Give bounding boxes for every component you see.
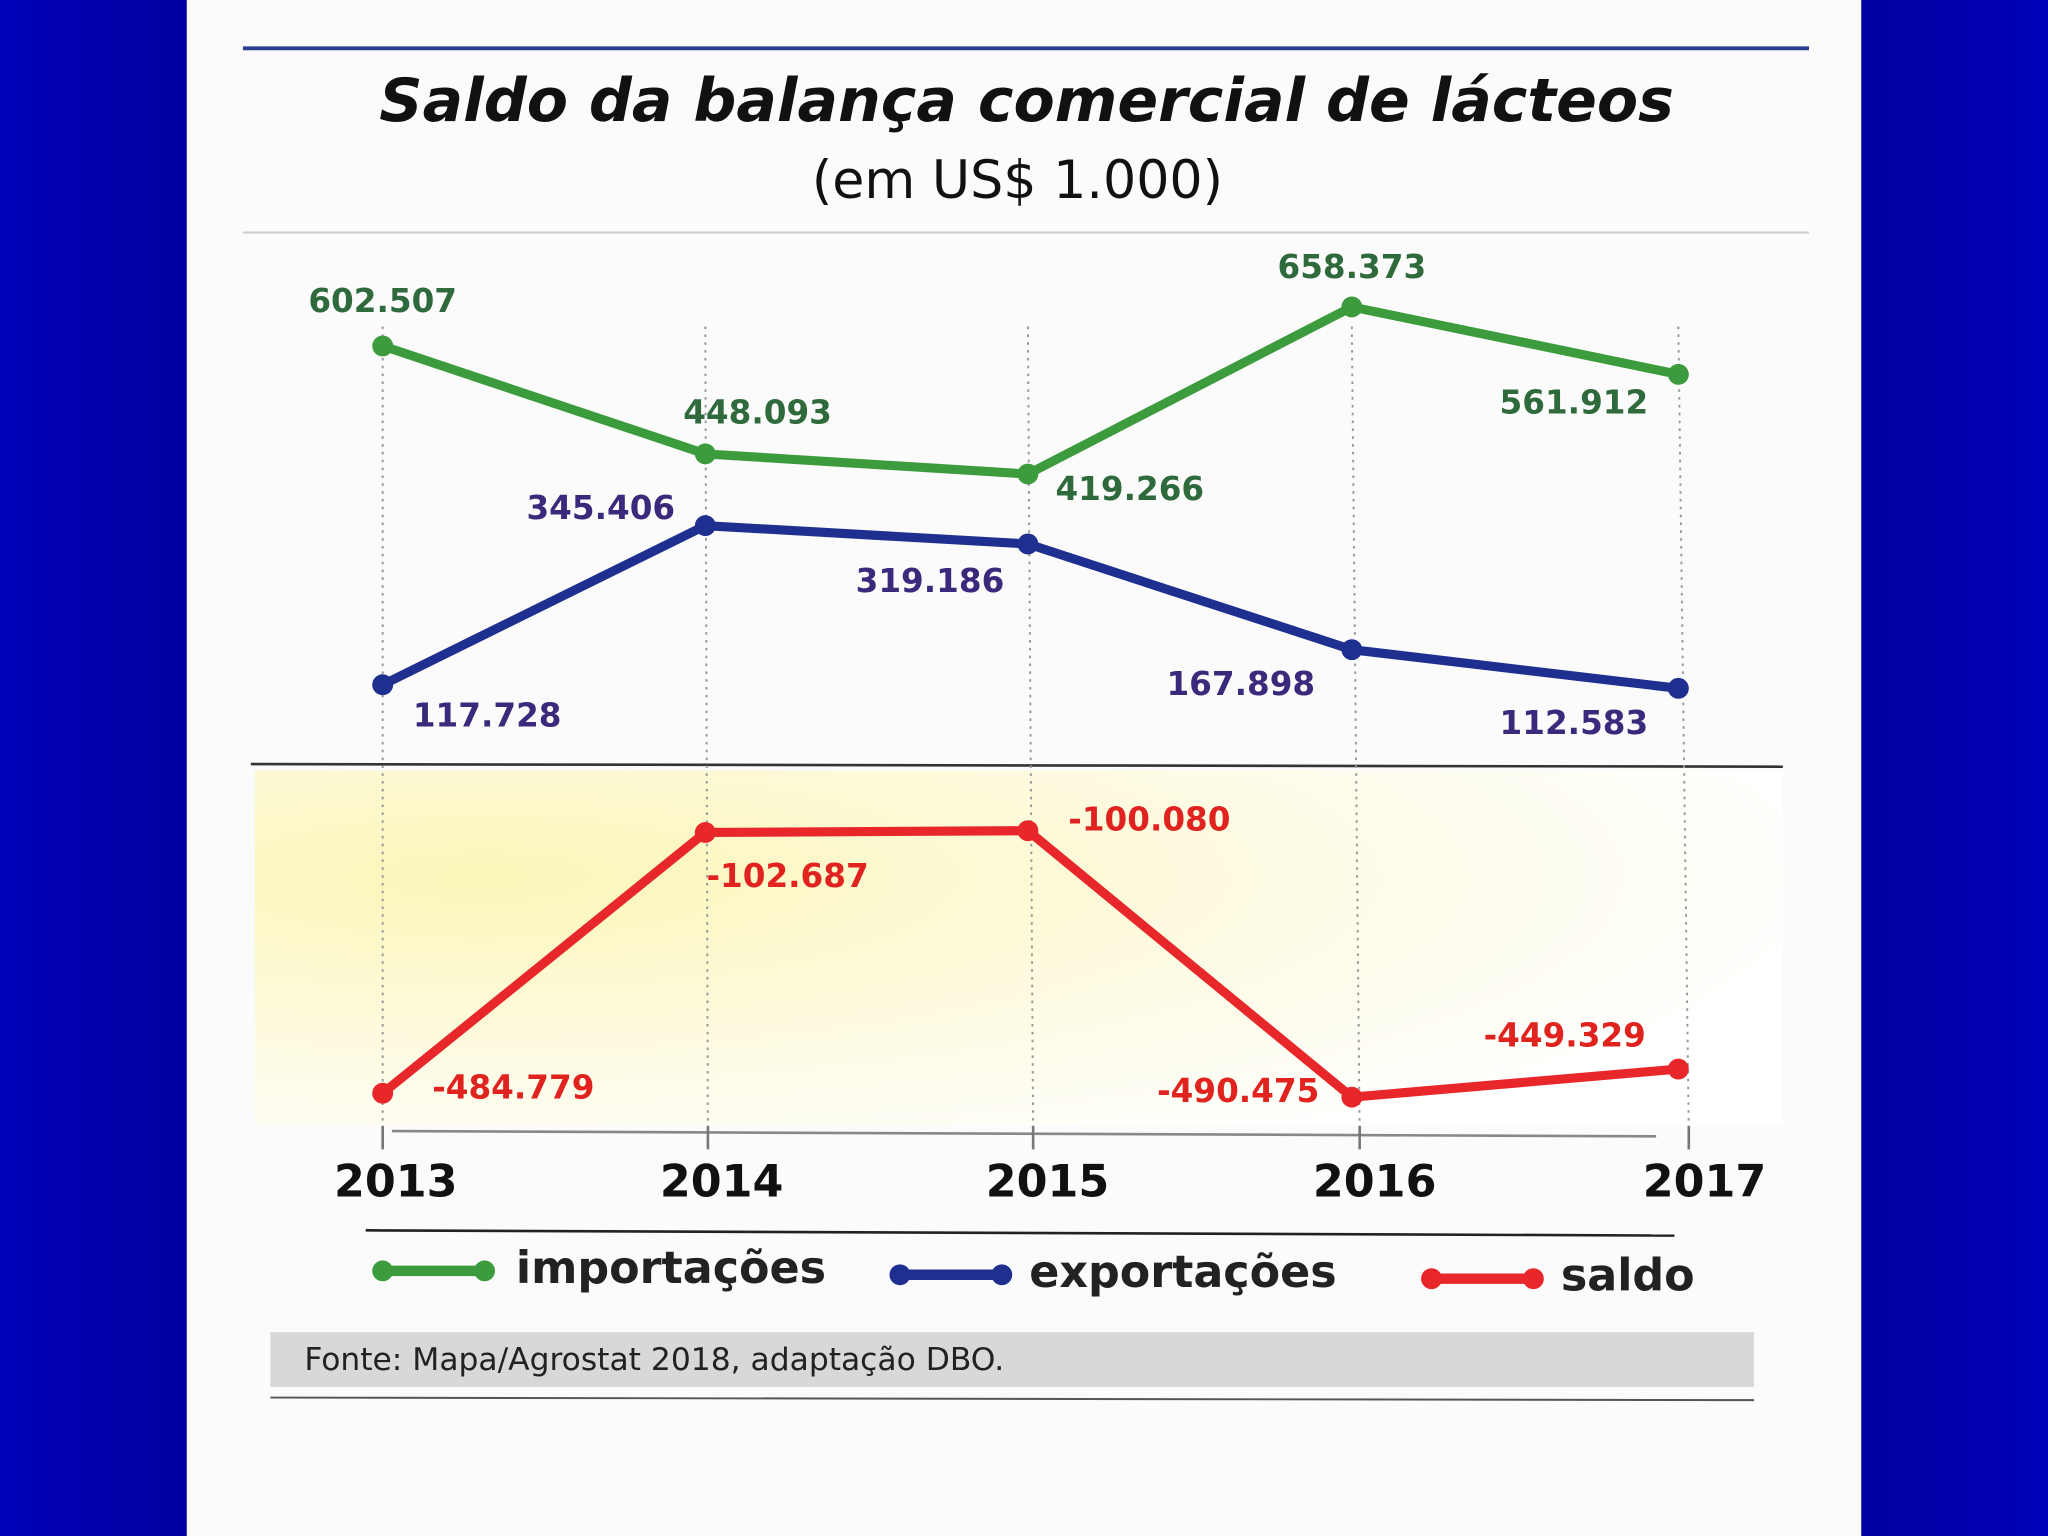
value-label: 167.898	[1166, 665, 1315, 703]
point	[1667, 1058, 1689, 1080]
value-label: -490.475	[1157, 1072, 1319, 1110]
x-tick-label: 2014	[660, 1157, 784, 1208]
legend-dot	[889, 1264, 911, 1286]
x-tick-label: 2017	[1643, 1157, 1767, 1208]
legend-dot	[372, 1260, 394, 1282]
legend-dot	[991, 1264, 1013, 1286]
value-label: 112.583	[1500, 704, 1649, 742]
legend-dot	[1421, 1268, 1442, 1290]
value-label: 561.912	[1500, 383, 1649, 421]
source: Fonte: Mapa/Agrostat 2018, adaptação DBO…	[304, 1342, 1004, 1378]
chart-title: Saldo da balança comercial de lácteos	[379, 66, 1674, 136]
point	[1341, 1086, 1363, 1108]
point	[1667, 363, 1689, 385]
x-tick-label: 2016	[1313, 1157, 1437, 1208]
legend-label: exportações	[1029, 1247, 1336, 1298]
point	[1667, 677, 1689, 699]
plot: 2013 2014 2015 2016 2017 602.507 448.093 419.26…	[308, 248, 1766, 1302]
value-label: -100.080	[1068, 801, 1230, 839]
point	[1341, 639, 1363, 661]
legend-rule	[365, 1229, 1675, 1237]
legend-label: saldo	[1561, 1251, 1695, 1302]
point	[1017, 463, 1039, 485]
point	[694, 515, 716, 537]
value-label: 345.406	[526, 489, 675, 527]
x-tick-label: 2015	[986, 1157, 1110, 1208]
value-label: -102.687	[706, 857, 868, 895]
point	[1017, 533, 1039, 555]
value-label: 658.373	[1278, 248, 1427, 286]
legend-label: importações	[516, 1243, 826, 1294]
source-box	[270, 1332, 1755, 1388]
point	[372, 674, 394, 696]
value-label: 419.266	[1055, 470, 1204, 508]
point	[372, 1082, 394, 1104]
value-label: 117.728	[413, 696, 562, 734]
value-label: 448.093	[683, 394, 832, 432]
legend-dot	[474, 1260, 496, 1282]
point	[694, 822, 716, 843]
guide-line	[1350, 326, 1361, 1134]
x-axis	[391, 1129, 1657, 1138]
value-label: 319.186	[856, 562, 1005, 600]
guide-line	[1026, 326, 1035, 1134]
guide-line	[1677, 326, 1690, 1134]
point	[694, 443, 716, 465]
value-label: -484.779	[432, 1068, 594, 1106]
panel-divider	[250, 762, 1783, 768]
paper	[186, 0, 1862, 1536]
value-label: 602.507	[308, 282, 457, 320]
point	[372, 335, 394, 357]
value-label: -449.329	[1484, 1017, 1646, 1055]
source-rule	[270, 1396, 1755, 1402]
chart-subtitle: (em US$ 1.000)	[812, 151, 1223, 211]
point	[1017, 820, 1039, 842]
point	[1341, 296, 1363, 318]
x-tick-label: 2013	[334, 1157, 458, 1208]
legend-dot	[1522, 1268, 1544, 1290]
